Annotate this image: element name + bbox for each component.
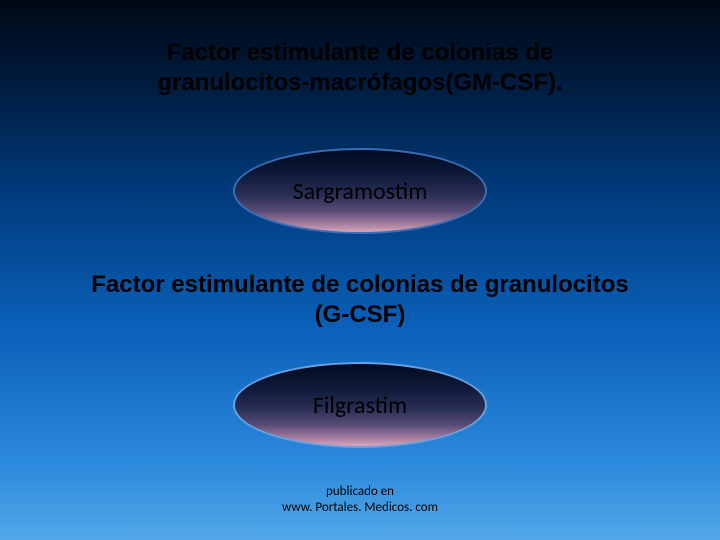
slide: Factor estimulante de colonias de granul… <box>0 0 720 540</box>
footer-line1: publicado en <box>326 484 394 499</box>
heading-gm-csf-line2: granulocitos-macrófagos(GM-CSF). <box>157 69 562 96</box>
ellipse-sargramostim-wrap: Sargramostim <box>0 148 720 234</box>
heading-g-csf-line1: Factor estimulante de colonias de granul… <box>91 271 628 298</box>
heading-g-csf: Factor estimulante de colonias de granul… <box>0 270 720 330</box>
ellipse-sargramostim: Sargramostim <box>233 148 487 234</box>
ellipse-filgrastim-label: Filgrastim <box>313 391 407 420</box>
ellipse-sargramostim-label: Sargramostim <box>293 177 428 206</box>
heading-gm-csf-line1: Factor estimulante de colonias de <box>167 39 554 66</box>
heading-g-csf-line2: (G-CSF) <box>315 301 406 328</box>
footer-line2: www. Portales. Medicos. com <box>282 500 438 515</box>
ellipse-filgrastim: Filgrastim <box>233 362 487 448</box>
heading-gm-csf: Factor estimulante de colonias de granul… <box>0 38 720 98</box>
footer: publicado en www. Portales. Medicos. com <box>0 484 720 517</box>
ellipse-filgrastim-wrap: Filgrastim <box>0 362 720 448</box>
